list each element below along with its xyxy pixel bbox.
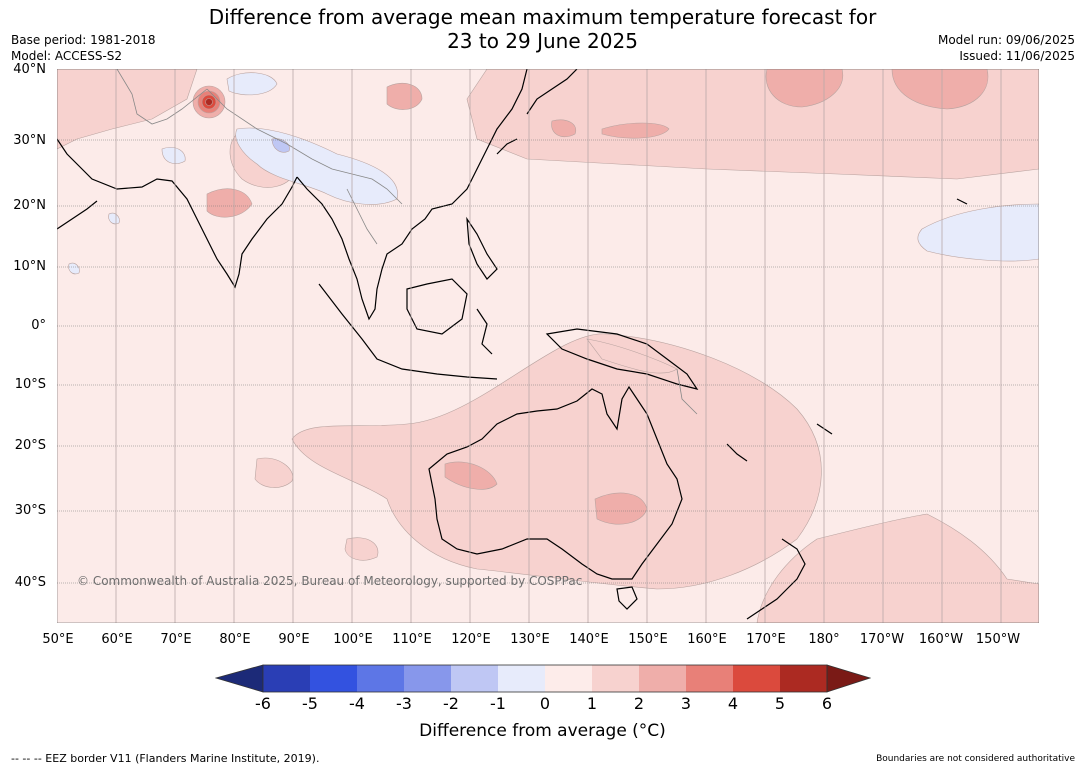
colorbar-cell-3 bbox=[357, 665, 404, 692]
lat-label-40n: 40°N bbox=[13, 62, 46, 77]
colorbar-tick: -3 bbox=[396, 694, 412, 713]
lon-label-90e: 90°E bbox=[278, 632, 310, 647]
colorbar-tick: 5 bbox=[774, 694, 786, 713]
base-period: Base period: 1981-2018 bbox=[11, 33, 156, 47]
lon-label-140e: 140°E bbox=[569, 632, 609, 647]
anomaly-regions bbox=[57, 69, 1039, 623]
colorbar-high-extension bbox=[826, 664, 871, 693]
lon-gridlines bbox=[115, 69, 1002, 623]
model-name: Model: ACCESS-S2 bbox=[11, 49, 123, 63]
colorbar-cell-12 bbox=[780, 665, 827, 692]
lat-gridlines bbox=[57, 139, 1039, 584]
colorbar-cell-6 bbox=[498, 665, 545, 692]
colorbar-tick: -5 bbox=[302, 694, 318, 713]
colorbar-cell-7 bbox=[545, 665, 592, 692]
colorbar-cell-5 bbox=[451, 665, 498, 692]
colorbar-cell-1 bbox=[263, 665, 310, 692]
lat-label-0: 0° bbox=[31, 318, 46, 333]
lat-label-10s: 10°S bbox=[14, 377, 46, 392]
lon-label-120e: 120°E bbox=[451, 632, 491, 647]
colorbar-tick: -6 bbox=[255, 694, 271, 713]
colorbar-cell-2 bbox=[310, 665, 357, 692]
lon-label-160e: 160°E bbox=[687, 632, 727, 647]
copyright-notice: © Commonwealth of Australia 2025, Bureau… bbox=[77, 574, 583, 588]
colorbar-low-extension bbox=[215, 664, 264, 693]
lat-label-30n: 30°N bbox=[13, 133, 46, 148]
boundary-disclaimer: Boundaries are not considered authoritat… bbox=[876, 754, 1075, 764]
title-line-1: Difference from average mean maximum tem… bbox=[208, 5, 877, 29]
lon-label-110e: 110°E bbox=[392, 632, 432, 647]
colorbar-tick: 6 bbox=[821, 694, 833, 713]
lon-label-50e: 50°E bbox=[42, 632, 74, 647]
colorbar-cell-10 bbox=[686, 665, 733, 692]
colorbar-tick: 3 bbox=[680, 694, 692, 713]
lon-label-160w: 160°W bbox=[918, 632, 964, 647]
coastlines bbox=[57, 69, 968, 620]
temperature-anomaly-map bbox=[57, 69, 1039, 623]
lat-label-20s: 20°S bbox=[14, 438, 46, 453]
map-title: Difference from average mean maximum tem… bbox=[0, 5, 1085, 53]
lat-label-20n: 20°N bbox=[13, 198, 46, 213]
issued-date: Issued: 11/06/2025 bbox=[959, 49, 1075, 63]
lat-label-40s: 40°S bbox=[14, 575, 46, 590]
title-line-2: 23 to 29 June 2025 bbox=[447, 29, 638, 53]
colorbar-cell-8 bbox=[592, 665, 639, 692]
lon-label-150w: 150°W bbox=[975, 632, 1021, 647]
lon-label-130e: 130°E bbox=[510, 632, 550, 647]
colorbar-tick: 4 bbox=[727, 694, 739, 713]
colorbar-label: Difference from average (°C) bbox=[419, 721, 666, 741]
model-run: Model run: 09/06/2025 bbox=[937, 33, 1075, 47]
metadata-right: Model run: 09/06/2025 Issued: 11/06/2025 bbox=[938, 32, 1075, 64]
lon-label-100e: 100°E bbox=[333, 632, 373, 647]
lon-label-180: 180° bbox=[808, 632, 840, 647]
colorbar-cell-4 bbox=[404, 665, 451, 692]
lat-label-10n: 10°N bbox=[13, 259, 46, 274]
lon-label-170w: 170°W bbox=[859, 632, 905, 647]
colorbar-tick: -2 bbox=[443, 694, 459, 713]
lon-label-80e: 80°E bbox=[219, 632, 251, 647]
colorbar-cell-9 bbox=[639, 665, 686, 692]
metadata-left: Base period: 1981-2018 Model: ACCESS-S2 bbox=[11, 32, 156, 64]
lon-label-150e: 150°E bbox=[628, 632, 668, 647]
colorbar-tick: -1 bbox=[490, 694, 506, 713]
colorbar-tick: 1 bbox=[586, 694, 598, 713]
colorbar-tick: 2 bbox=[633, 694, 645, 713]
eez-note: -- -- -- EEZ border V11 (Flanders Marine… bbox=[11, 752, 320, 765]
lat-label-30s: 30°S bbox=[14, 503, 46, 518]
lon-label-70e: 70°E bbox=[160, 632, 192, 647]
lon-label-170e: 170°E bbox=[746, 632, 786, 647]
colorbar-tick: 0 bbox=[539, 694, 551, 713]
colorbar-tick: -4 bbox=[349, 694, 365, 713]
lon-label-60e: 60°E bbox=[101, 632, 133, 647]
colorbar bbox=[215, 664, 871, 693]
colorbar-cell-11 bbox=[733, 665, 780, 692]
